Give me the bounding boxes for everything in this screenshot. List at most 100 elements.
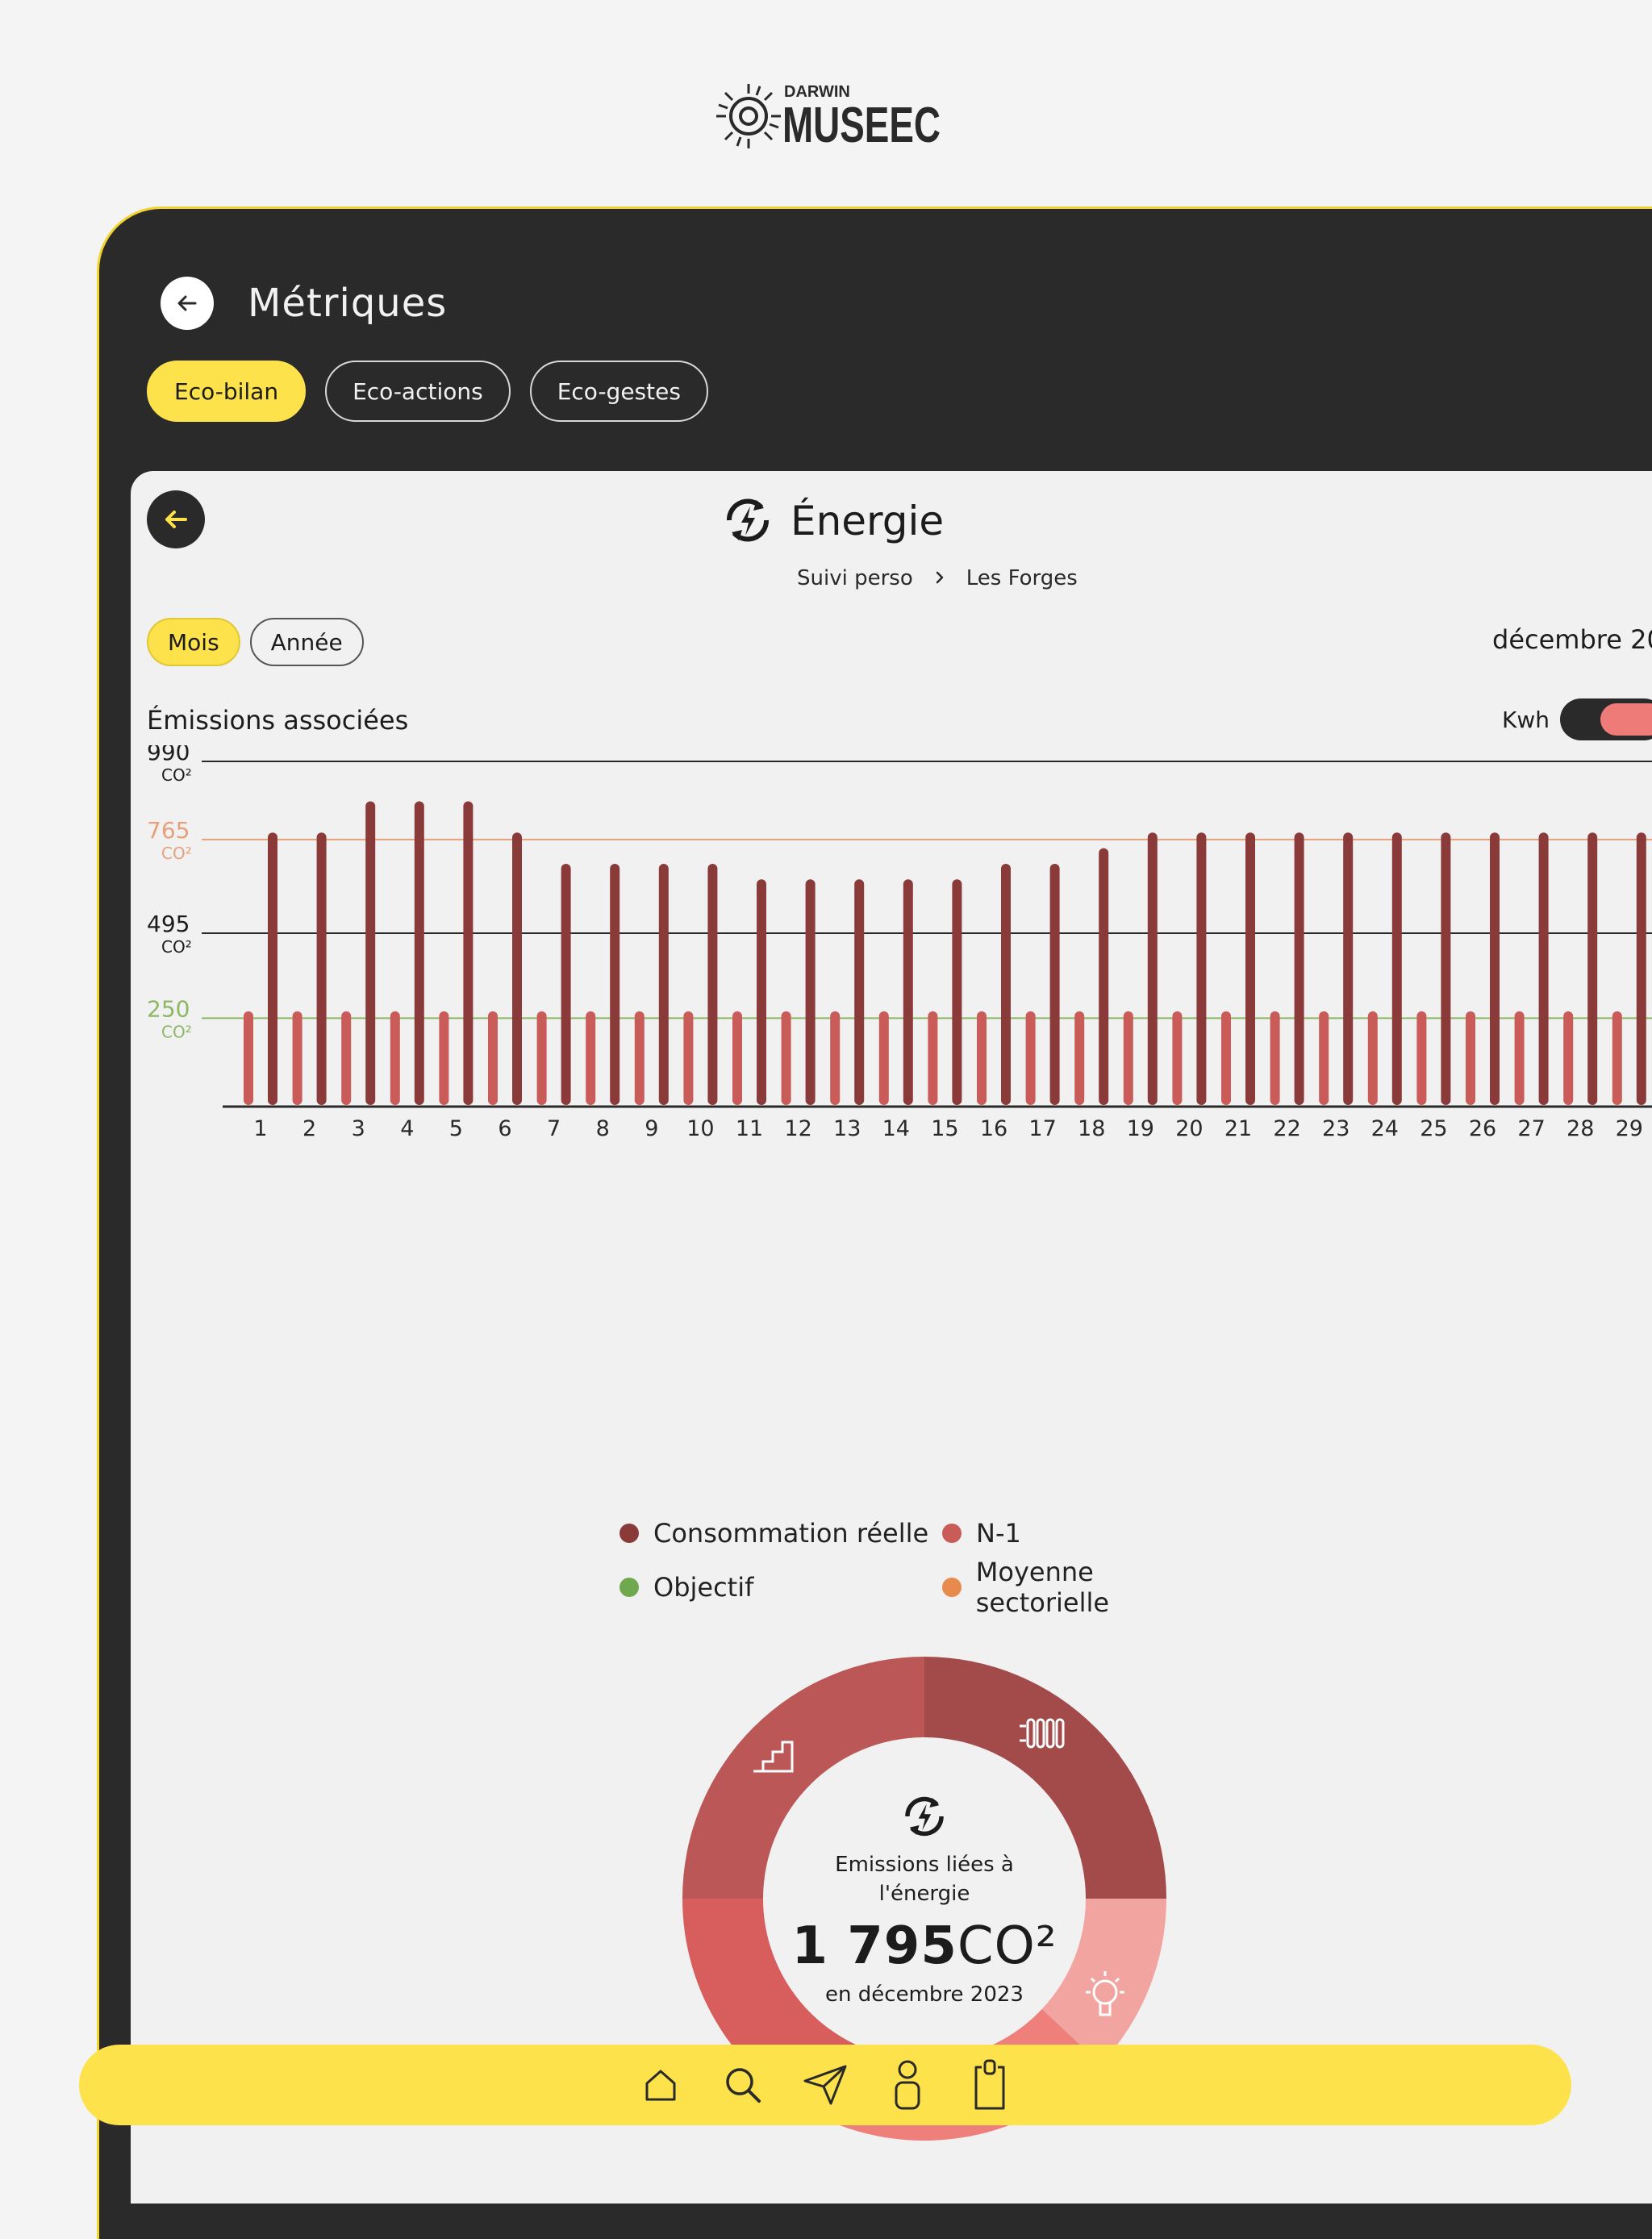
toggle-knob [1600,703,1652,736]
tab-eco-bilan[interactable]: Eco-bilan [147,361,307,422]
bar-consommation [1538,832,1549,1105]
donut-label: Emissions liées à l'énergie [835,1853,1014,1906]
donut-center: Emissions liées à l'énergie 1 795CO² en … [763,1737,1086,2060]
clipboard-icon [974,2059,1005,2110]
stairs-icon [753,1741,794,1773]
bar-consommation [1049,863,1060,1105]
donut-segment[interactable] [924,1657,1166,1899]
energy-card: Énergie Suivi perso Les Forges Mois Anné… [131,471,1652,2204]
legend-label: N-1 [976,1518,1021,1549]
x-tick-label: 10 [686,1116,714,1141]
radiator-icon [1020,1718,1065,1749]
period-mois[interactable]: Mois [147,618,240,666]
legend-consommation: Consommation réelle [620,1518,942,1549]
nav-home[interactable] [637,2056,684,2114]
bar-consommation [1196,832,1207,1105]
x-tick-label: 24 [1371,1116,1399,1141]
bar-n1 [390,1011,400,1105]
unit-toggle-label: Kwh [1502,707,1550,733]
breadcrumb-item[interactable]: Les Forges [966,566,1078,590]
bar-n1 [536,1011,547,1105]
bar-consommation [268,832,277,1105]
bar-n1 [586,1011,596,1105]
card-back-button[interactable] [147,490,205,548]
donut-segment[interactable] [682,1657,924,1899]
x-tick-label: 8 [596,1116,610,1141]
section-header: Énergie [720,489,1123,553]
bar-n1 [1466,1011,1475,1105]
x-tick-label: 17 [1028,1116,1056,1141]
bar-consommation [1001,863,1011,1105]
legend-dot [942,1524,962,1543]
bar-n1 [732,1011,742,1105]
legend-label: Consommation réelle [653,1518,929,1549]
bar-n1 [244,1011,253,1105]
x-tick-label: 27 [1517,1116,1545,1141]
emissions-chart: 990 CO² 765 CO² 495 CO² 250 CO² 1 2 3 4 5 6 7 8 9 10 11 12 1… [131,745,1652,1181]
x-tick-label: 6 [498,1116,511,1141]
donut-value: 1 795CO² [791,1916,1057,1976]
x-tick-label: 7 [547,1116,561,1141]
section-title: Énergie [791,498,945,544]
bar-n1 [683,1011,694,1105]
bar-consommation [414,801,424,1105]
nav-search[interactable] [720,2056,766,2114]
bar-consommation [1294,832,1304,1105]
bar-n1 [1074,1011,1085,1105]
museec-logo: DARWIN MUSEEC [710,74,944,152]
bar-n1 [1563,1011,1574,1105]
bar-consommation [610,863,620,1105]
bar-consommation [658,863,669,1105]
donut-value-number: 1 795 [791,1916,957,1976]
bar-consommation [365,801,376,1105]
legend-dot [620,1578,639,1597]
x-tick-label: 18 [1078,1116,1105,1141]
y-tick-unit: CO² [161,765,192,785]
legend-moyenne: Moyenne sectorielle [942,1557,1233,1618]
bar-n1 [878,1011,889,1105]
bar-n1 [1319,1011,1329,1105]
bar-consommation [1441,832,1451,1105]
tab-eco-actions[interactable]: Eco-actions [325,361,511,422]
bottom-navigation [79,2045,1571,2125]
legend-dot [620,1524,639,1543]
bar-consommation [561,863,571,1105]
bar-n1 [928,1011,938,1105]
bar-n1 [1416,1011,1427,1105]
x-tick-label: 15 [931,1116,958,1141]
legend-dot [942,1578,962,1597]
bar-n1 [1123,1011,1133,1105]
energy-icon [726,498,770,542]
bar-n1 [1221,1011,1231,1105]
emissions-title: Émissions associées [147,705,409,736]
nav-profile[interactable] [884,2056,931,2114]
period-annee[interactable]: Année [249,618,364,666]
x-tick-label: 5 [449,1116,463,1141]
y-tick-unit: CO² [161,844,192,863]
nav-clipboard[interactable] [966,2056,1013,2114]
bar-consommation [512,832,522,1105]
bar-n1 [1367,1011,1378,1105]
nav-send[interactable] [802,2056,849,2114]
page-title: Métriques [248,281,448,326]
y-tick-label: 495 [147,911,190,937]
svg-text:DARWIN: DARWIN [784,83,850,101]
x-tick-label: 9 [645,1116,658,1141]
chevron-right-icon [934,566,945,590]
breadcrumb-item[interactable]: Suivi perso [797,566,913,590]
bar-n1 [1612,1011,1622,1105]
bar-consommation [1636,832,1646,1105]
month-selector[interactable]: décembre 20 [1492,624,1652,655]
unit-toggle-switch[interactable] [1560,698,1652,740]
breadcrumb: Suivi perso Les Forges [797,566,1078,590]
bar-consommation [1147,832,1158,1105]
period-toggle: Mois Année [147,618,364,666]
bar-n1 [830,1011,841,1105]
bar-consommation [854,879,865,1105]
x-tick-label: 12 [784,1116,811,1141]
bar-consommation [1343,832,1354,1105]
back-button[interactable] [161,277,214,330]
x-tick-label: 20 [1175,1116,1203,1141]
tab-eco-gestes[interactable]: Eco-gestes [529,361,708,422]
legend-n1: N-1 [942,1518,1233,1549]
